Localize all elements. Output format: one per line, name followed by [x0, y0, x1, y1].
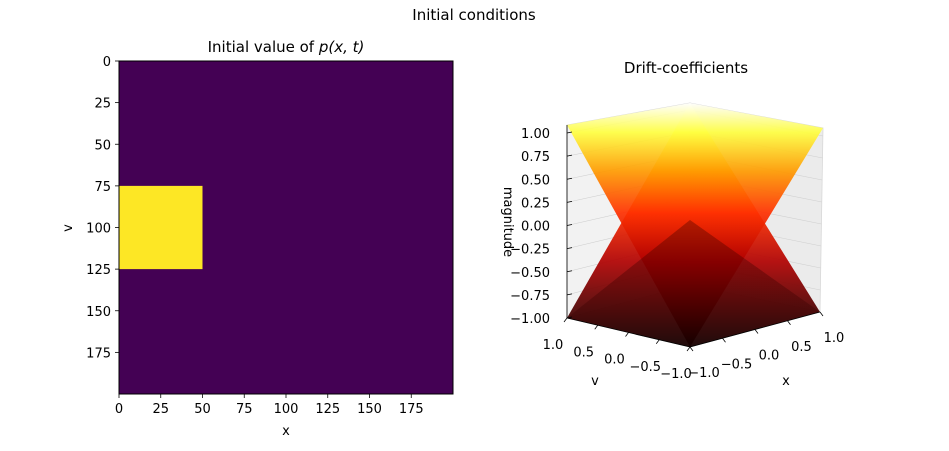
surface3d-z-tick-label: −0.50 [510, 266, 550, 281]
surface3d-x-tick-mark [754, 329, 759, 334]
surface3d-x-tick-mark [787, 320, 791, 325]
surface3d-y-tick-label: 0.5 [573, 345, 594, 360]
surface3d-z-tick-mark [566, 247, 573, 250]
surface3d-z-tick-mark [566, 316, 573, 319]
surface3d-z-tick-mark [566, 224, 573, 226]
heatmap-y-tick-label: 175 [86, 346, 111, 361]
surface3d-x-tick-mark [689, 346, 694, 352]
surface3d-z-tick-label: 0.25 [521, 196, 550, 211]
surface3d-z-tick-label: 0.50 [521, 173, 550, 188]
surface3d-z-tick-mark [566, 131, 573, 134]
surface3d-x-tick-mark [722, 338, 726, 343]
heatmap-x-axis-label: x [282, 424, 290, 439]
surface3d-y-tick-label: 0.0 [604, 353, 625, 368]
heatmap-y-tick-label: 50 [94, 138, 111, 153]
surface3d-y-tick-mark [686, 346, 691, 352]
heatmap-y-tick-label: 0 [103, 55, 111, 70]
surface3d-y-tick-mark [563, 317, 568, 323]
surface3d-y-tick-label: 1.0 [543, 338, 564, 353]
surface3d-x-tick-label: 0.0 [759, 349, 780, 364]
heatmap-x-tick-label: 0 [115, 402, 123, 417]
surface3d-z-tick-mark [566, 270, 573, 273]
surface3d-x-tick-label: −1.0 [688, 366, 720, 381]
heatmap-x-tick-label: 100 [274, 402, 299, 417]
surface3d-y-axis-label: v [591, 374, 599, 389]
surface3d-z-axis-label: magnitude [500, 187, 515, 257]
surface3d-x-tick-label: 1.0 [824, 331, 845, 346]
surface3d-z-tick-mark [566, 200, 573, 203]
heatmap-x-tick-label: 125 [315, 402, 340, 417]
surface3d-y-tick-mark [594, 325, 599, 330]
surface3d-z-tick-label: −0.75 [510, 289, 550, 304]
surface3d-x-axis-label: x [782, 374, 790, 389]
surface3d-chart: Drift-coefficients 1.00 0.75 0.50 0.25 0.00 −… [500, 59, 844, 389]
heatmap-y-tick-label: 125 [86, 263, 111, 278]
surface3d-z-tick-label: −0.25 [510, 243, 550, 258]
surface3d-y-tick-mark [655, 339, 660, 344]
heatmap-y-axis-label: v [61, 224, 76, 232]
surface3d-title: Drift-coefficients [624, 59, 748, 77]
surface3d-plane-z-equals-x [567, 103, 823, 347]
surface3d-x-tick-mark [819, 311, 824, 317]
surface3d-z-tick-mark [566, 154, 573, 157]
heatmap-title: Initial value of p(x, t) [208, 38, 365, 56]
surface3d-x-tick-label: 0.5 [791, 340, 812, 355]
heatmap-x-tick-label: 150 [357, 402, 382, 417]
heatmap-x-tick-label: 175 [399, 402, 424, 417]
surface3d-z-tick-mark [566, 293, 573, 296]
surface3d-y-tick-label: −1.0 [660, 367, 692, 382]
surface3d-y-tick-label: −0.5 [629, 360, 661, 375]
heatmap-region-0 [119, 185, 203, 270]
heatmap-x-tick-label: 50 [194, 402, 211, 417]
surface3d-y-tick-mark [625, 332, 629, 337]
surface3d-x-tick-label: −0.5 [721, 357, 753, 372]
heatmap-x-tick-label: 25 [152, 402, 169, 417]
heatmap-x-tick-label: 75 [236, 402, 253, 417]
surface3d-z-tick-label: 0.75 [521, 150, 550, 165]
surface3d-front-cone-shading [567, 220, 820, 347]
heatmap-y-tick-label: 100 [86, 222, 111, 237]
figure-suptitle: Initial conditions [412, 6, 536, 24]
surface3d-z-tick-label: −1.00 [510, 312, 550, 327]
heatmap-chart: Initial value of p(x, t) 0 25 50 75 100 125 15… [61, 38, 454, 439]
heatmap-y-tick-label: 75 [94, 180, 111, 195]
surface3d-z-tick-mark [566, 177, 573, 180]
surface3d-z-tick-label: 0.00 [521, 220, 550, 235]
heatmap-y-tick-label: 150 [86, 305, 111, 320]
surface3d-z-tick-label: 1.00 [521, 127, 550, 142]
heatmap-y-tick-label: 25 [94, 97, 111, 112]
